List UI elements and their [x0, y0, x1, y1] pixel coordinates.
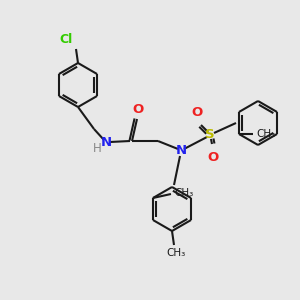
Text: CH₃: CH₃: [167, 248, 186, 258]
Text: O: O: [132, 103, 144, 116]
Text: N: N: [100, 136, 112, 148]
Text: CH₃: CH₃: [256, 129, 275, 139]
Text: S: S: [205, 128, 215, 142]
Text: H: H: [93, 142, 101, 154]
Text: N: N: [176, 145, 187, 158]
Text: CH₃: CH₃: [174, 188, 193, 198]
Text: Cl: Cl: [59, 33, 73, 46]
Text: O: O: [191, 106, 203, 119]
Text: O: O: [207, 151, 219, 164]
